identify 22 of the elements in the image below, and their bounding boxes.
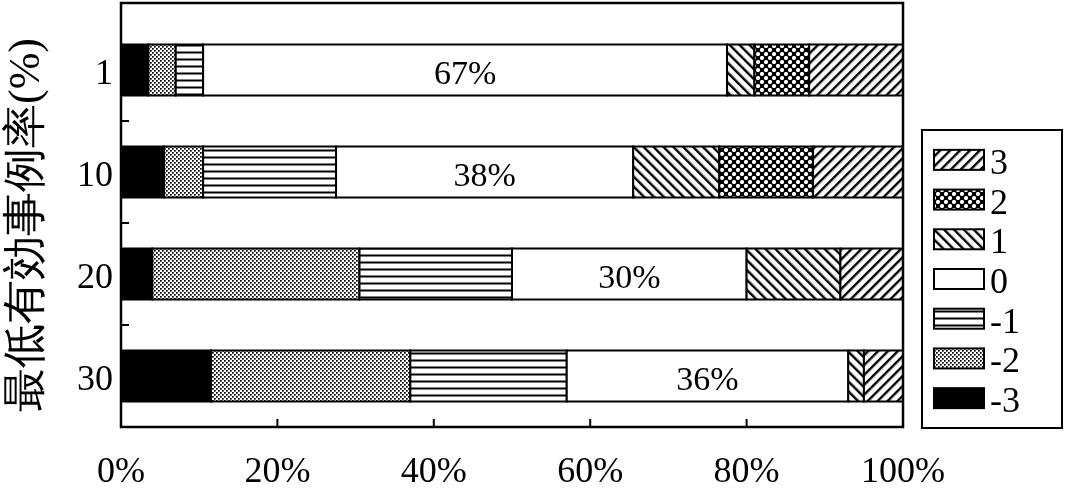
x-tick-label: 80% — [713, 450, 780, 490]
data-label: 38% — [453, 155, 516, 193]
legend-label: 3 — [990, 141, 1008, 182]
legend-label: 0 — [990, 261, 1008, 301]
data-label: 67% — [433, 53, 497, 91]
y-axis-title: 最低有効事例率(%) — [0, 38, 49, 412]
data-label: 30% — [598, 257, 661, 295]
y-tick-label: 20 — [77, 256, 113, 296]
legend-label: 1 — [990, 221, 1008, 262]
x-tick-label: 60% — [557, 450, 624, 490]
x-tick-label: 20% — [244, 450, 311, 490]
legend-label: -3 — [990, 380, 1020, 421]
data-label: 36% — [676, 359, 739, 397]
legend-label: -1 — [990, 300, 1020, 341]
x-tick-label: 40% — [400, 450, 467, 490]
y-tick-label: 30 — [77, 358, 113, 398]
x-tick-label: 0% — [97, 450, 145, 490]
x-tick-label: 100% — [861, 450, 945, 490]
y-tick-label: 1 — [95, 52, 113, 92]
legend-label: 2 — [990, 181, 1008, 222]
y-tick-label: 10 — [77, 154, 113, 194]
legend-label: -2 — [990, 340, 1020, 381]
